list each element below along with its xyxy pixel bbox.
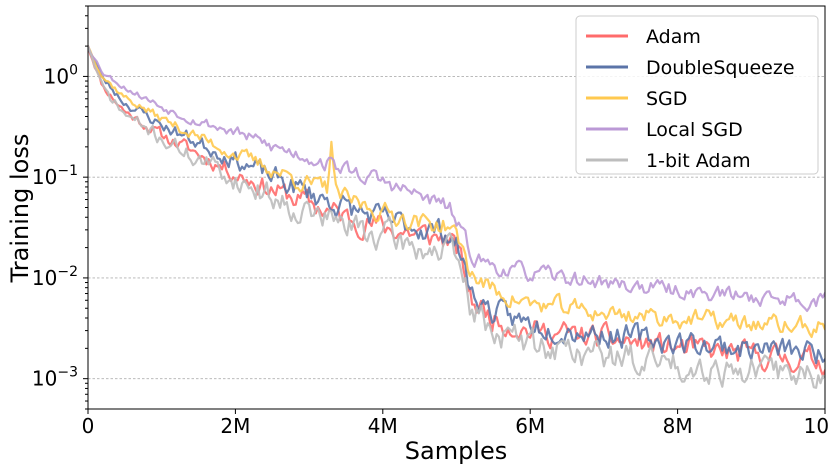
y-tick-base: 10 bbox=[44, 64, 69, 88]
series-line-1-bit-adam bbox=[88, 44, 825, 389]
y-tick-base: 10 bbox=[32, 165, 57, 189]
series-line-sgd bbox=[88, 44, 825, 339]
y-tick-label: 10−3 bbox=[32, 365, 78, 391]
y-tick-base: 10 bbox=[32, 266, 57, 290]
y-tick-exponent: −1 bbox=[57, 163, 78, 179]
y-tick-exponent: −3 bbox=[57, 365, 78, 381]
legend: Adam DoubleSqueeze SGD Local SGD 1-bit Adam bbox=[575, 15, 819, 175]
legend-label-1-bit-adam: 1-bit Adam bbox=[646, 150, 751, 172]
y-tick-label: 10−2 bbox=[32, 264, 78, 290]
series-line-doublesqueeze bbox=[88, 44, 825, 365]
series-line-local-sgd bbox=[88, 44, 825, 312]
x-tick-label: 10M bbox=[804, 414, 831, 438]
legend-label-sgd: SGD bbox=[646, 88, 687, 110]
x-axis-title: Samples bbox=[405, 437, 508, 465]
legend-frame bbox=[575, 15, 819, 175]
x-tick-label: 2M bbox=[220, 414, 250, 438]
x-tick-label: 8M bbox=[663, 414, 693, 438]
legend-label-local-sgd: Local SGD bbox=[646, 119, 743, 141]
y-tick-label: 10−1 bbox=[32, 163, 78, 189]
x-tick-label: 0 bbox=[82, 414, 95, 438]
y-axis-title: Training loss bbox=[6, 134, 34, 284]
legend-label-adam: Adam bbox=[646, 26, 701, 48]
y-tick-base: 10 bbox=[32, 367, 57, 391]
x-tick-label: 4M bbox=[368, 414, 398, 438]
y-tick-exponent: 0 bbox=[69, 62, 78, 78]
y-tick-label: 100 bbox=[44, 62, 78, 88]
y-tick-exponent: −2 bbox=[57, 264, 78, 280]
legend-label-doublesqueeze: DoubleSqueeze bbox=[646, 57, 795, 79]
series-line-adam bbox=[88, 44, 825, 377]
series-lines bbox=[88, 44, 825, 389]
x-axis-ticks: 0 2M 4M 6M 8M 10M bbox=[82, 409, 831, 438]
x-tick-label: 6M bbox=[515, 414, 545, 438]
